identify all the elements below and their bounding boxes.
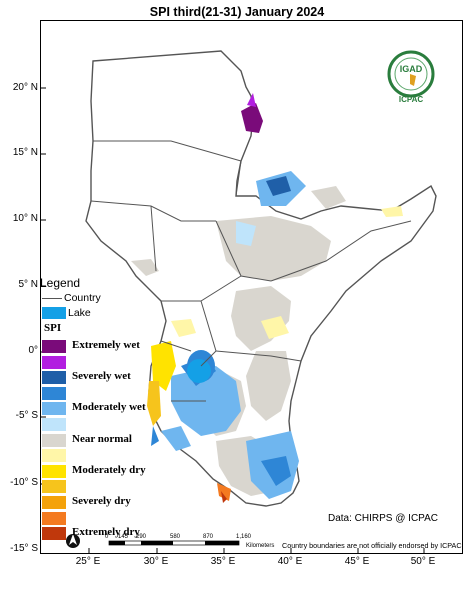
spi-legend-swatch <box>42 527 66 541</box>
lat-label-0: 0° <box>28 345 38 356</box>
spi-legend-item: Extremely dry <box>42 526 242 541</box>
lat-label-5s: -5° S <box>15 410 38 421</box>
lat-label-15s: -15° S <box>10 543 38 554</box>
lon-label-35e: 35° E <box>210 556 236 567</box>
lon-label-45e: 45° E <box>344 556 370 567</box>
spi-legend-swatch <box>42 511 66 525</box>
spi-legend-title: SPI <box>44 322 62 334</box>
scale-tick-145: 145 <box>118 534 129 540</box>
spi-legend-item: Extremely wet <box>42 339 242 354</box>
spi-legend-swatch <box>42 496 66 509</box>
spi-legend-swatch <box>42 386 66 400</box>
lat-label-10s: -10° S <box>10 477 38 488</box>
legend-lake-label: Lake <box>68 307 91 319</box>
logo-icpac-text: ICPAC <box>398 95 424 104</box>
north-arrow-icon <box>66 534 80 548</box>
extremely-wet-area <box>241 93 263 133</box>
spi-legend-swatch <box>42 340 66 353</box>
spi-legend-swatch <box>42 433 66 447</box>
lon-label-40e: 40° E <box>277 556 303 567</box>
spi-legend-item: Near normal <box>42 432 242 448</box>
scale-bar <box>108 540 240 546</box>
legend-title: Legend <box>40 276 81 290</box>
spi-legend-swatch <box>42 449 66 463</box>
scale-tick-0: 0 <box>105 534 109 540</box>
spi-legend-item <box>42 480 242 494</box>
disclaimer-text: Country boundaries are not officially en… <box>282 541 462 550</box>
lat-label-20n: 20° N <box>12 82 38 93</box>
spi-legend-item: Moderately dry <box>42 463 242 479</box>
spi-legend-label: Moderately dry <box>72 463 146 476</box>
spi-legend-item: Moderately wet <box>42 401 242 416</box>
map-title: SPI third(21-31) January 2024 <box>149 5 325 19</box>
dry-areas <box>147 206 403 503</box>
lat-label-5n: 5° N <box>18 279 38 290</box>
spi-legend-item <box>42 386 242 401</box>
legend-country-symbol <box>42 298 62 299</box>
spi-legend-item: Severely wet <box>42 370 242 385</box>
lon-label-50e: 50° E <box>410 556 436 567</box>
spi-legend-item <box>42 418 242 432</box>
scale-tick-580: 580 <box>170 534 181 540</box>
spi-legend-label: Near normal <box>72 432 132 445</box>
spi-legend-swatch <box>42 418 66 431</box>
spi-legend-label: Moderately wet <box>72 401 146 414</box>
logo-igad-text: IGAD <box>400 64 423 74</box>
igad-icpac-logo: IGAD <box>386 50 436 102</box>
lon-label-30e: 30° E <box>143 556 169 567</box>
map-frame <box>40 20 463 554</box>
lat-label-10n: 10° N <box>12 213 38 224</box>
spi-legend-label: Extremely dry <box>72 526 140 539</box>
spi-legend-swatch <box>42 371 66 385</box>
legend-country-label: Country <box>64 292 101 304</box>
spi-legend-swatch <box>42 464 66 478</box>
scale-tick-290: 290 <box>136 534 147 540</box>
spi-legend-swatch <box>42 402 66 416</box>
spi-legend-item: Severely dry <box>42 495 242 510</box>
scale-unit: Kilometers <box>246 543 275 549</box>
legend-lake-swatch <box>42 307 66 319</box>
lake-victoria <box>187 359 211 383</box>
data-source-text: Data: CHIRPS @ ICPAC <box>328 513 438 524</box>
scale-tick-870: 870 <box>203 534 214 540</box>
spi-legend-label: Extremely wet <box>72 339 140 351</box>
spi-legend-item <box>42 449 242 463</box>
spi-legend-item <box>42 355 242 370</box>
lat-label-15n: 15° N <box>12 147 38 158</box>
scale-tick-1160: 1,160 <box>236 534 252 540</box>
spi-legend-swatch <box>42 355 66 369</box>
spi-legend-swatch <box>42 480 66 494</box>
spi-legend-item <box>42 511 242 526</box>
map-canvas <box>41 50 437 553</box>
lon-label-25e: 25° E <box>75 556 101 567</box>
spi-legend-label: Severely dry <box>72 495 131 507</box>
spi-legend-label: Severely wet <box>72 370 131 383</box>
